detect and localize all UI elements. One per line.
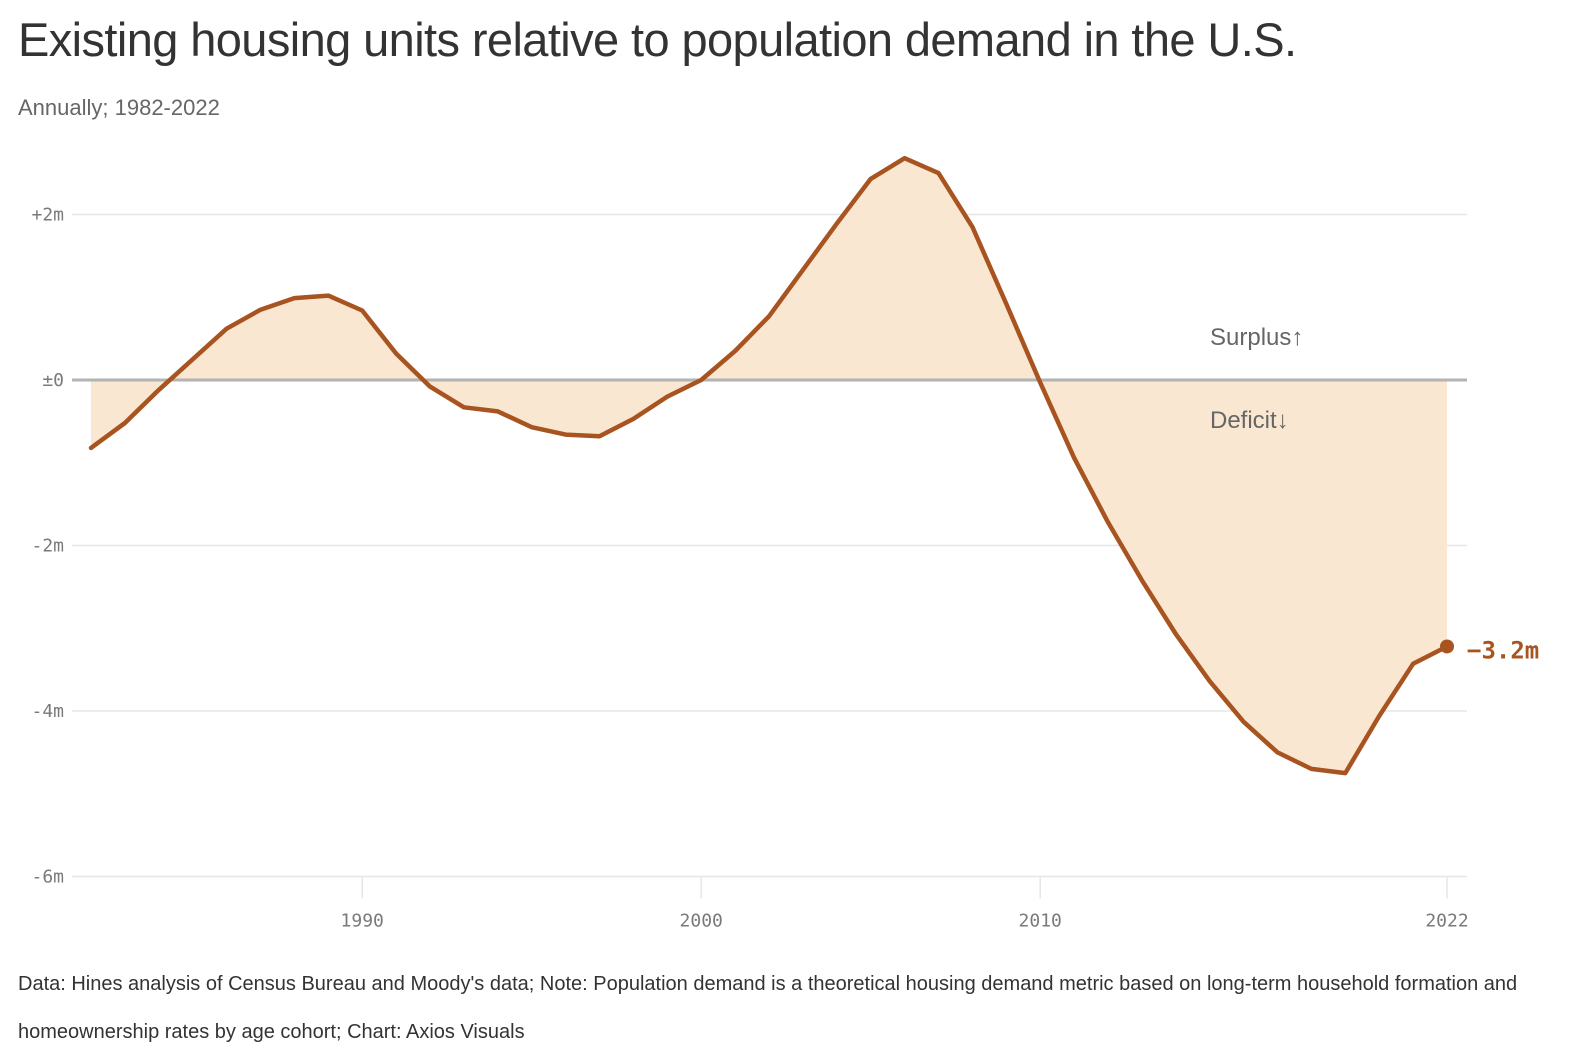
y-tick-label: -4m bbox=[31, 701, 64, 722]
data-point bbox=[326, 294, 330, 298]
data-point bbox=[1140, 578, 1144, 582]
data-point bbox=[1106, 520, 1110, 524]
x-tick-label: 2010 bbox=[1019, 911, 1062, 932]
source-note: Data: Hines analysis of Census Bureau an… bbox=[18, 973, 1518, 1043]
data-point bbox=[631, 417, 635, 421]
data-point bbox=[1276, 750, 1280, 754]
data-point bbox=[428, 385, 432, 389]
end-value-label: −3.2m bbox=[1467, 636, 1539, 664]
data-point bbox=[1309, 767, 1313, 771]
chart-title: Existing housing units relative to popul… bbox=[18, 13, 1297, 66]
data-point bbox=[292, 296, 296, 300]
data-point bbox=[970, 225, 974, 229]
data-point bbox=[1242, 720, 1246, 724]
chart-subtitle: Annually; 1982-2022 bbox=[18, 95, 220, 120]
data-point bbox=[1411, 662, 1415, 666]
data-point bbox=[1072, 456, 1076, 460]
end-point-marker bbox=[1440, 639, 1454, 654]
area-fill bbox=[91, 158, 1447, 774]
data-point bbox=[1208, 679, 1212, 683]
data-point bbox=[835, 222, 839, 226]
x-tick-label: 2022 bbox=[1425, 911, 1468, 932]
data-point bbox=[733, 349, 737, 353]
data-point bbox=[869, 177, 873, 181]
data-point bbox=[157, 388, 161, 392]
data-point bbox=[89, 446, 93, 450]
data-point bbox=[665, 395, 669, 399]
housing-area-chart: 1990 2000 2010 2022 +2m ±0 -2m -4m -6m −3.2m Su… bbox=[31, 155, 1539, 932]
data-point bbox=[1343, 771, 1347, 775]
data-point bbox=[191, 357, 195, 361]
data-point bbox=[1174, 632, 1178, 636]
data-point bbox=[496, 409, 500, 413]
y-tick-label: -6m bbox=[31, 867, 64, 888]
data-point bbox=[530, 425, 534, 429]
data-point bbox=[598, 434, 602, 438]
y-tick-label: -2m bbox=[31, 536, 64, 557]
data-point bbox=[394, 352, 398, 356]
x-tick-label: 1990 bbox=[341, 911, 384, 932]
data-point bbox=[225, 327, 229, 331]
data-point bbox=[767, 314, 771, 318]
y-tick-label: +2m bbox=[31, 205, 64, 226]
data-point bbox=[1004, 302, 1008, 306]
data-point bbox=[564, 433, 568, 437]
data-point bbox=[801, 268, 805, 272]
data-point bbox=[462, 405, 466, 409]
series-line bbox=[88, 155, 1450, 776]
data-point bbox=[903, 156, 907, 160]
surplus-label: Surplus↑ bbox=[1210, 324, 1303, 351]
x-tick-label: 2000 bbox=[680, 911, 723, 932]
y-axis: +2m ±0 -2m -4m -6m bbox=[31, 205, 64, 888]
y-tick-label: ±0 bbox=[42, 370, 64, 391]
data-point bbox=[937, 171, 941, 175]
data-point bbox=[1038, 381, 1042, 385]
deficit-label: Deficit↓ bbox=[1210, 407, 1289, 434]
x-axis: 1990 2000 2010 2022 bbox=[341, 876, 1469, 932]
data-point bbox=[360, 309, 364, 313]
data-point bbox=[259, 308, 263, 312]
data-point bbox=[699, 378, 703, 382]
data-point bbox=[1377, 714, 1381, 718]
data-point bbox=[123, 421, 127, 425]
